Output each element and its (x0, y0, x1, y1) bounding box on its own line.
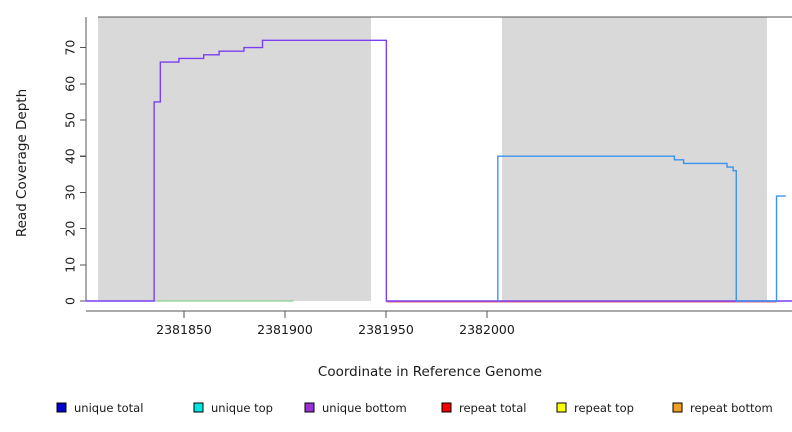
legend-swatch-unique-total (56, 402, 67, 413)
legend-label-unique-total: unique total (74, 401, 143, 415)
y-axis-title: Read Coverage Depth (14, 89, 30, 237)
y-tick-label-70: 70 (63, 40, 78, 56)
legend-label-unique-top: unique top (211, 401, 273, 415)
legend-label-repeat-total: repeat total (459, 401, 526, 415)
y-tick-label-20: 20 (63, 221, 78, 237)
y-axis-ticks (80, 47, 86, 302)
x-axis-tick-labels: 2381850 2381900 2381950 2382000 (156, 322, 515, 337)
legend-label-repeat-top: repeat top (574, 401, 634, 415)
x-tick-label-2381900: 2381900 (257, 322, 313, 337)
series-repeat-top (497, 155, 786, 302)
legend-swatch-unique-bottom (304, 402, 315, 413)
region-baselines (154, 300, 777, 303)
legend-label-unique-bottom: unique bottom (322, 401, 407, 415)
data-series (86, 39, 792, 302)
x-tick-label-2381850: 2381850 (156, 322, 212, 337)
x-axis-title: Coordinate in Reference Genome (318, 364, 542, 380)
y-tick-label-60: 60 (63, 76, 78, 92)
y-tick-label-0: 0 (63, 297, 78, 305)
x-tick-label-2382000: 2382000 (459, 322, 515, 337)
shaded-region-repeat-right (502, 17, 767, 301)
legend-swatch-repeat-top (556, 402, 567, 413)
legend-swatch-repeat-bottom (672, 402, 683, 413)
y-tick-label-10: 10 (63, 257, 78, 273)
y-tick-label-30: 30 (63, 184, 78, 200)
y-axis-tick-labels: 0 10 20 30 40 50 60 70 (63, 40, 78, 305)
series-unique-bottom (86, 39, 792, 302)
legend: unique total unique top unique bottom re… (56, 401, 773, 415)
shaded-regions (98, 17, 767, 301)
y-tick-label-40: 40 (63, 148, 78, 164)
legend-swatch-unique-top (193, 402, 204, 413)
y-tick-label-50: 50 (63, 112, 78, 128)
x-tick-label-2381950: 2381950 (358, 322, 414, 337)
shaded-region-unique-left (98, 17, 371, 301)
legend-label-repeat-bottom: repeat bottom (690, 401, 773, 415)
legend-swatch-repeat-total (441, 402, 452, 413)
plot-frame (85, 16, 792, 312)
x-axis-ticks (183, 311, 488, 318)
